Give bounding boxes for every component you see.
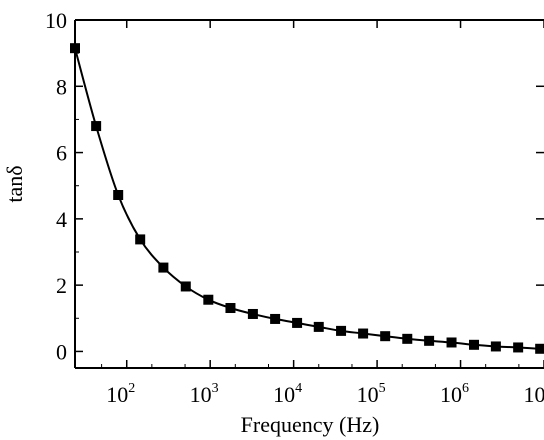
- y-tick-label: 10: [45, 8, 67, 33]
- data-point-marker: [402, 333, 413, 344]
- y-axis-title: tanδ: [2, 165, 27, 202]
- x-tick-label: 107: [524, 381, 544, 407]
- x-axis-title: Frequency (Hz): [241, 412, 380, 437]
- data-point-marker: [180, 281, 191, 292]
- x-tick-label: 105: [357, 381, 386, 407]
- y-tick-label: 2: [56, 273, 67, 298]
- data-point-marker: [535, 343, 544, 354]
- data-point-marker: [91, 121, 102, 132]
- y-tick-label: 8: [56, 74, 67, 99]
- series-layer: [70, 43, 544, 354]
- data-point-marker: [336, 325, 347, 336]
- data-point-marker: [135, 234, 146, 245]
- data-point-marker: [270, 313, 281, 324]
- x-tick-label: 102: [106, 381, 135, 407]
- data-point-marker: [292, 317, 303, 328]
- data-point-marker: [513, 342, 524, 353]
- axes: [74, 19, 544, 369]
- data-point-marker: [203, 294, 214, 305]
- data-point-marker: [247, 308, 258, 319]
- x-tick-label: 106: [440, 381, 469, 407]
- data-point-marker: [380, 331, 391, 342]
- data-point-marker: [313, 321, 324, 332]
- data-point-marker: [446, 337, 457, 348]
- y-tick-label: 4: [56, 207, 67, 232]
- series-line: [74, 47, 544, 352]
- labels: 0 2 4 6 8 10 102 103 104 105 106 107: [45, 8, 544, 407]
- data-point-marker: [358, 328, 369, 339]
- data-point-marker: [70, 43, 80, 54]
- data-point-marker: [225, 303, 236, 314]
- y-tick-label: 0: [56, 339, 67, 364]
- data-point-marker: [113, 189, 124, 200]
- data-point-marker: [424, 335, 435, 346]
- x-tick-label: 104: [273, 381, 302, 407]
- data-point-marker: [158, 262, 169, 273]
- data-point-marker: [490, 341, 501, 352]
- data-point-marker: [469, 339, 480, 350]
- x-tick-label: 103: [190, 381, 219, 407]
- y-tick-label: 6: [56, 141, 67, 166]
